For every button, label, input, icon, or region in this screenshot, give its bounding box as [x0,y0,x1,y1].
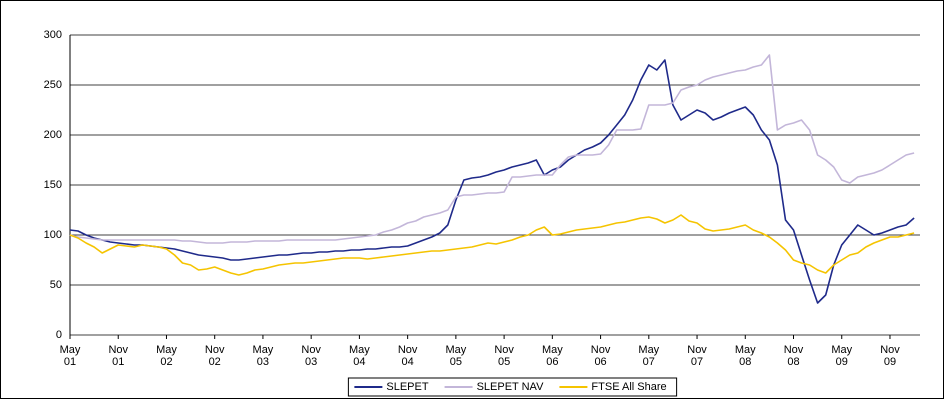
x-tick-label: 02 [209,356,221,368]
x-tick-label: May [831,344,852,356]
x-tick-label: Nov [398,344,418,356]
x-tick-label: Nov [301,344,321,356]
x-tick-label: 04 [402,356,414,368]
x-tick-label: 06 [594,356,606,368]
legend-box [347,377,678,397]
x-tick-label: 03 [257,356,269,368]
x-tick-label: 05 [450,356,462,368]
y-tick-label: 100 [44,229,62,241]
y-tick-label: 250 [44,79,62,91]
legend: SLEPET SLEPET NAV FTSE All Share [347,377,678,397]
legend-label: FTSE All Share [591,381,666,393]
x-tick-label: 08 [739,356,751,368]
x-tick-label: May [542,344,563,356]
y-tick-label: 0 [56,329,62,341]
x-tick-label: 08 [787,356,799,368]
x-tick-label: 04 [353,356,365,368]
x-tick-label: 09 [836,356,848,368]
legend-label: SLEPET [386,381,428,393]
x-tick-label: Nov [784,344,804,356]
x-tick-label: Nov [880,344,900,356]
y-tick-label: 300 [44,29,62,41]
x-tick-label: 03 [305,356,317,368]
x-tick-label: May [735,344,756,356]
series-line [69,54,915,244]
series-line [69,214,915,276]
x-tick-label: Nov [494,344,514,356]
legend-label: SLEPET NAV [477,381,545,393]
x-tick-label: 07 [691,356,703,368]
x-tick-label: May [253,344,274,356]
y-tick-label: 150 [44,179,62,191]
y-tick-label: 50 [50,279,62,291]
x-tick-label: 09 [884,356,896,368]
x-tick-label: 05 [498,356,510,368]
x-tick-label: Nov [591,344,611,356]
x-tick-label: Nov [205,344,225,356]
x-tick-label: 07 [643,356,655,368]
series-line [69,59,915,304]
x-tick-label: May [445,344,466,356]
x-tick-label: 02 [160,356,172,368]
x-tick-label: 01 [112,356,124,368]
x-tick-label: 01 [64,356,76,368]
x-tick-label: Nov [687,344,707,356]
x-tick-label: May [156,344,177,356]
x-tick-label: May [349,344,370,356]
x-tick-label: May [60,344,81,356]
x-tick-label: 06 [546,356,558,368]
x-tick-label: May [638,344,659,356]
x-tick-label: Nov [108,344,128,356]
y-tick-label: 200 [44,129,62,141]
